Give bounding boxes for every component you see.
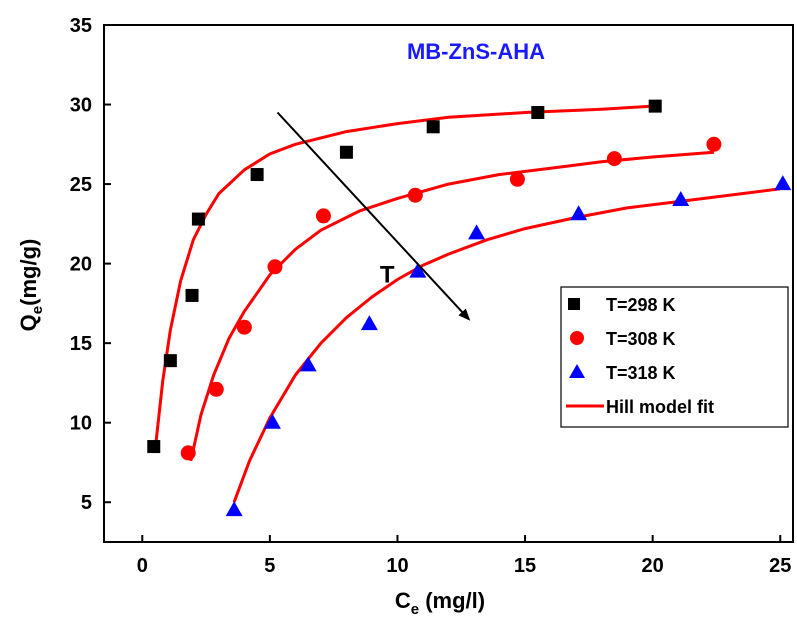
data-point-298k: [163, 354, 177, 368]
data-point-308k: [606, 151, 622, 167]
y-tick-label: 15: [70, 333, 92, 355]
data-point-318k: [409, 262, 427, 278]
x-tick-label: 10: [386, 555, 408, 577]
hill-fit-curves: [153, 104, 781, 503]
data-point-308k: [407, 187, 423, 203]
fit-curve: [189, 150, 715, 462]
data-point-318k: [299, 356, 317, 372]
data-point-298k: [648, 99, 662, 113]
data-point-318k: [225, 501, 243, 517]
legend-label-308: T=308 K: [606, 329, 676, 349]
data-point-308k: [706, 136, 722, 152]
x-tick-label: 20: [642, 555, 664, 577]
data-point-298k: [185, 288, 199, 302]
x-tick-label: 15: [514, 555, 536, 577]
data-point-318k: [570, 205, 588, 221]
data-point-308k: [236, 319, 252, 335]
y-tick-label: 10: [70, 413, 92, 435]
data-points: [147, 99, 792, 517]
legend-marker-298: [568, 298, 580, 310]
data-point-298k: [426, 120, 440, 134]
temperature-label: T: [380, 262, 395, 289]
data-point-318k: [263, 413, 281, 429]
x-tick-label: 25: [769, 555, 791, 577]
fit-curve: [232, 187, 781, 503]
data-point-298k: [531, 105, 545, 119]
y-tick-label: 30: [70, 95, 92, 117]
annotations: T: [276, 111, 471, 321]
x-axis-title: Ce (mg/l): [395, 588, 485, 618]
plot-frame: [103, 24, 794, 543]
legend-box: [560, 286, 789, 428]
y-tick-label: 20: [70, 254, 92, 276]
y-tick-label: 25: [70, 174, 92, 196]
legend-marker-308: [570, 331, 584, 345]
y-axis-title: Qe(mg/g): [16, 239, 46, 332]
data-point-318k: [672, 190, 690, 206]
data-point-318k: [468, 224, 486, 240]
data-point-298k: [191, 212, 205, 226]
fit-curve: [153, 104, 653, 452]
temperature-arrow: [276, 111, 471, 321]
data-point-308k: [315, 208, 331, 224]
data-point-318k: [774, 175, 792, 191]
legend-label-318: T=318 K: [606, 363, 676, 383]
data-point-298k: [339, 145, 353, 159]
legend-marker-318: [569, 364, 585, 378]
legend-label-298: T=298 K: [606, 295, 676, 315]
y-axis: 5 10 15 20 25 30 35: [70, 15, 111, 514]
legend: T=298 K T=308 K T=318 K Hill model fit: [560, 286, 789, 428]
legend-label-fit: Hill model fit: [606, 397, 714, 417]
data-point-308k: [509, 171, 525, 187]
data-point-308k: [180, 445, 196, 461]
chart-title: MB-ZnS-AHA: [407, 39, 545, 64]
data-point-318k: [360, 315, 378, 331]
x-axis: 0 5 10 15 20 25: [137, 535, 791, 577]
data-point-308k: [267, 259, 283, 275]
y-tick-label: 35: [70, 15, 92, 37]
data-point-298k: [250, 168, 264, 182]
x-tick-label: 5: [264, 555, 275, 577]
data-point-308k: [208, 381, 224, 397]
x-tick-label: 0: [137, 555, 148, 577]
data-point-298k: [147, 440, 161, 454]
y-tick-label: 5: [81, 492, 92, 514]
